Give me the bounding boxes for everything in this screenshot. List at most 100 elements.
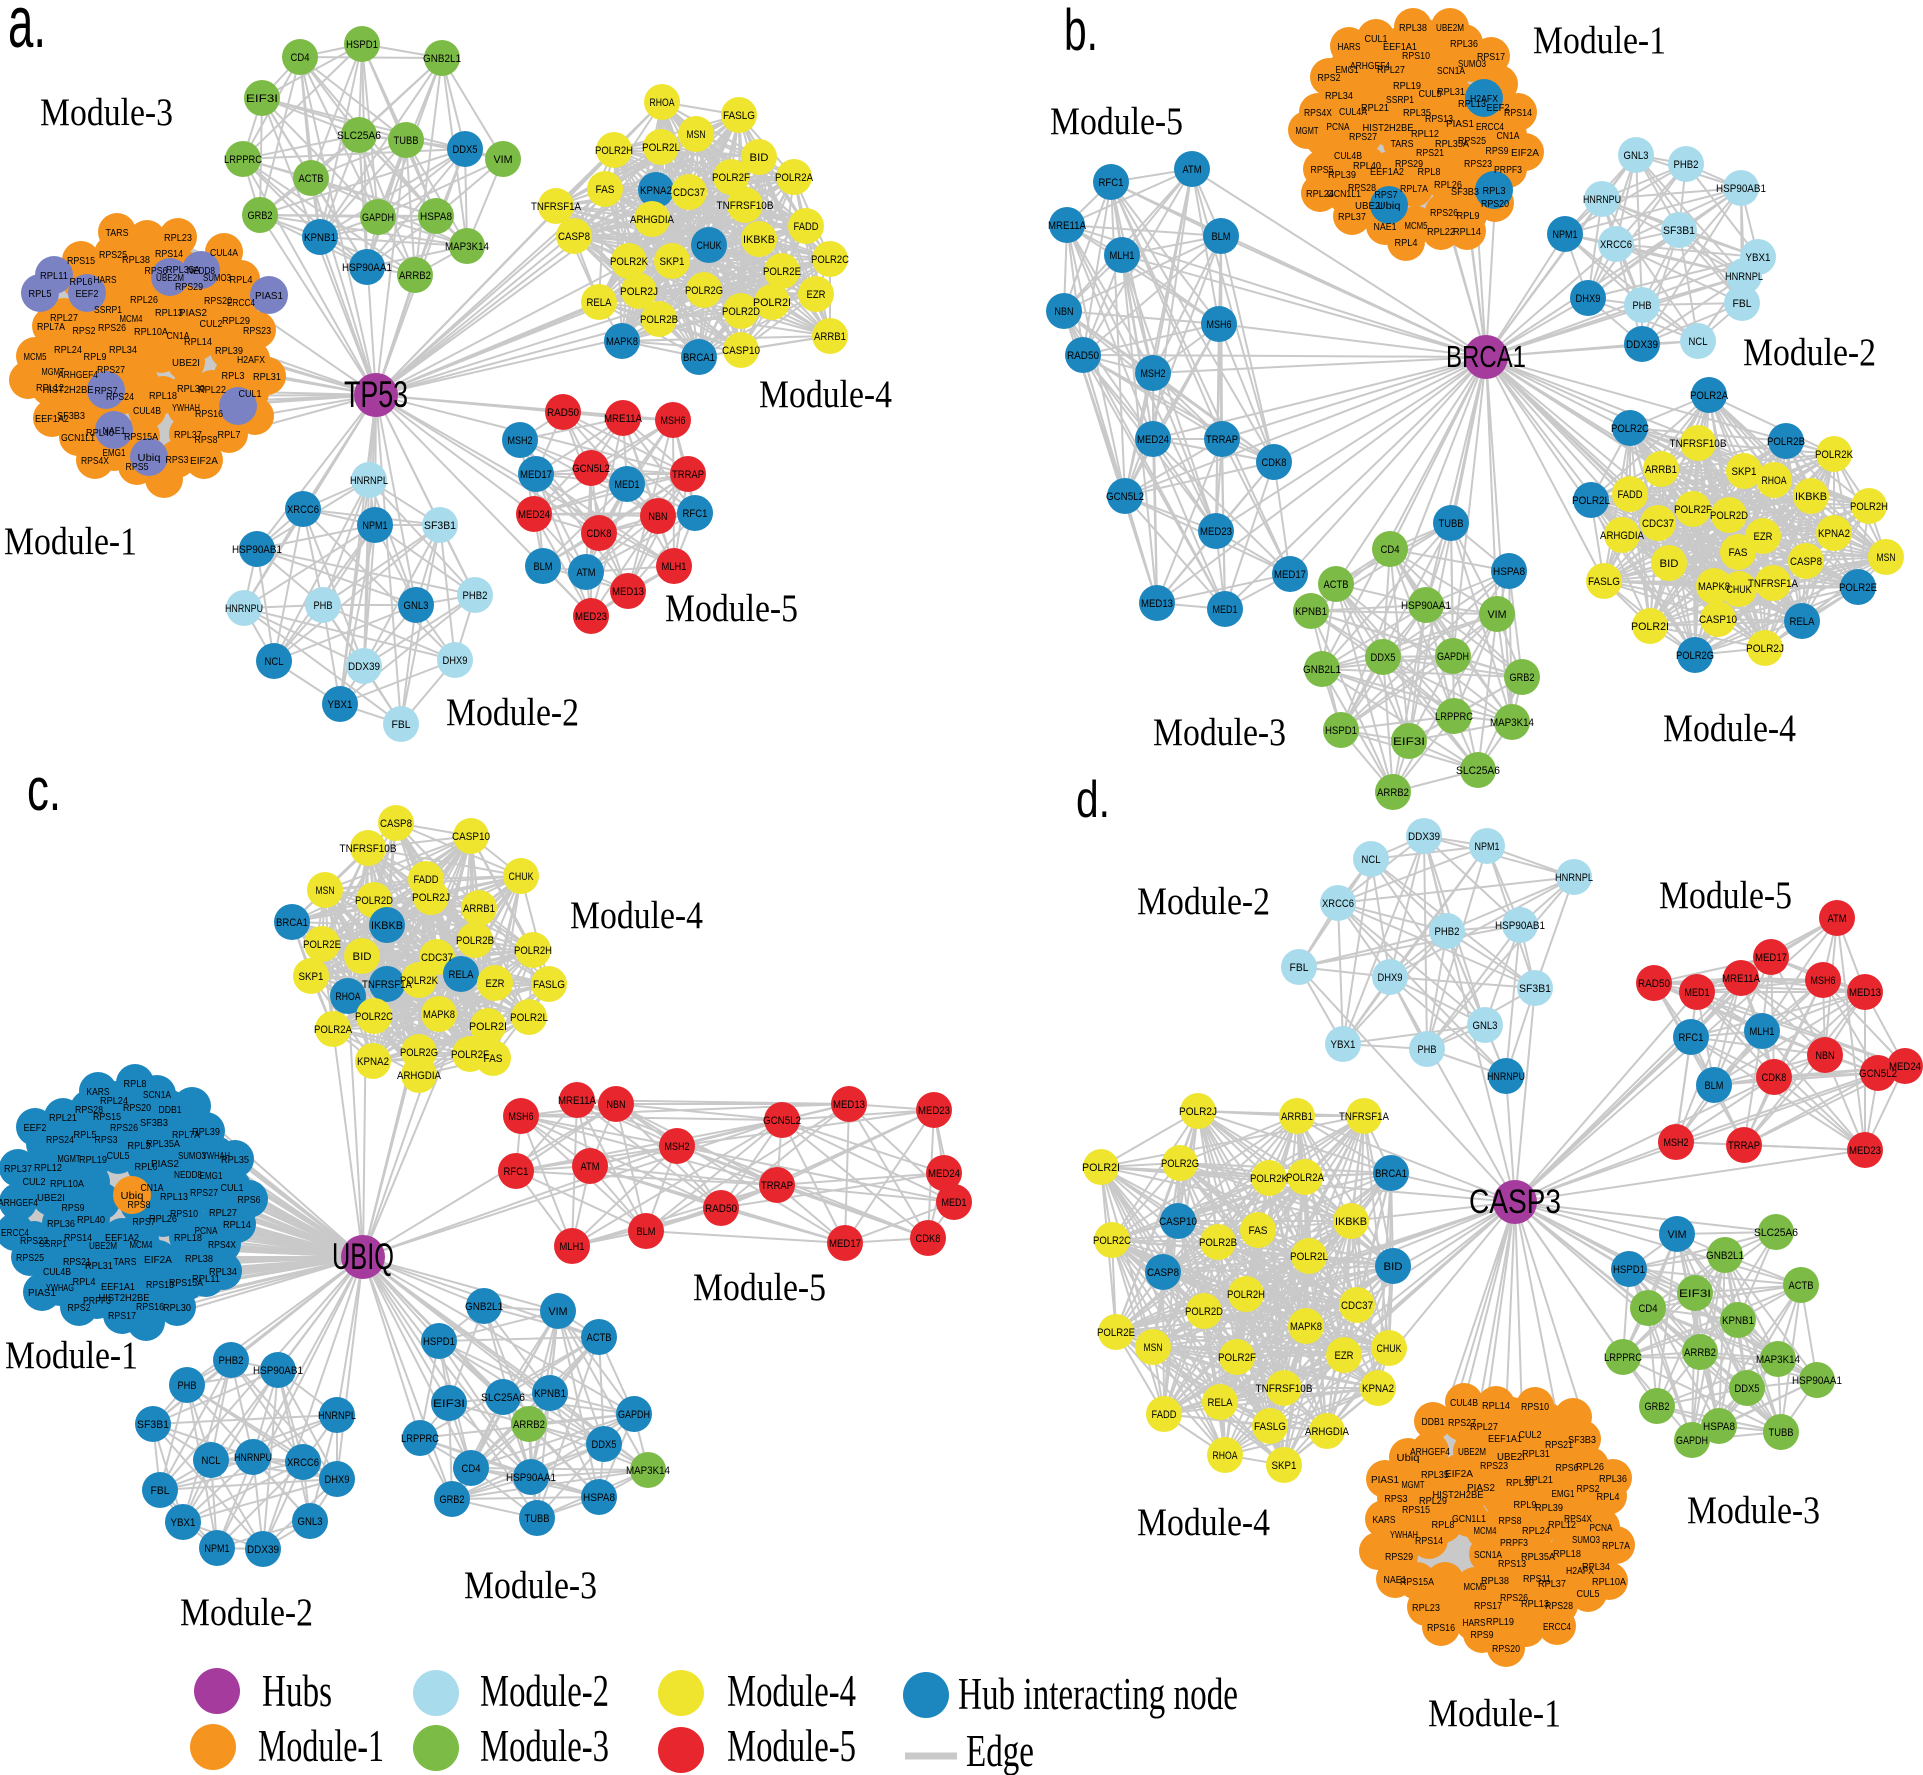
svg-text:RPL38: RPL38 <box>122 254 150 266</box>
svg-text:EZR: EZR <box>807 289 826 301</box>
svg-text:EEF2: EEF2 <box>76 288 99 300</box>
svg-text:Ubiq: Ubiq <box>121 1190 144 1202</box>
svg-text:Module-1: Module-1 <box>1533 19 1666 62</box>
svg-text:DDX5: DDX5 <box>1371 652 1396 664</box>
svg-text:RPL12: RPL12 <box>1548 1519 1576 1531</box>
svg-text:EZR: EZR <box>486 978 505 990</box>
svg-text:RPL9: RPL9 <box>1457 210 1480 222</box>
svg-text:POLR2C: POLR2C <box>355 1011 393 1023</box>
svg-text:ARHGEF4: ARHGEF4 <box>1410 1446 1450 1458</box>
svg-text:RHOA: RHOA <box>336 991 362 1003</box>
svg-text:MAP3K14: MAP3K14 <box>1756 1354 1800 1366</box>
svg-text:FBL: FBL <box>1290 962 1309 974</box>
svg-text:SUMO3: SUMO3 <box>1458 58 1486 70</box>
svg-text:GNL3: GNL3 <box>1473 1020 1498 1032</box>
svg-text:RPL24: RPL24 <box>1522 1525 1550 1537</box>
svg-text:MED24: MED24 <box>518 509 550 521</box>
svg-text:RPL3: RPL3 <box>1483 185 1506 197</box>
svg-text:Module-1: Module-1 <box>5 1334 138 1377</box>
svg-text:HNRNPL: HNRNPL <box>1555 872 1593 884</box>
svg-text:KPNA2: KPNA2 <box>640 185 672 197</box>
svg-text:CUL4B: CUL4B <box>133 405 161 417</box>
svg-text:RPL4: RPL4 <box>1395 237 1418 249</box>
svg-text:SCN1A: SCN1A <box>1474 1549 1502 1561</box>
svg-text:HNRNPU: HNRNPU <box>1583 194 1621 206</box>
svg-text:GCN5L2: GCN5L2 <box>763 1115 801 1127</box>
svg-text:RPL4: RPL4 <box>1597 1491 1620 1503</box>
svg-text:SF3B3: SF3B3 <box>1451 186 1479 198</box>
svg-text:RPS17: RPS17 <box>108 1310 136 1322</box>
svg-text:Module-3: Module-3 <box>464 1564 597 1607</box>
svg-text:PRPF3: PRPF3 <box>1494 164 1522 176</box>
svg-text:VIM: VIM <box>1668 1229 1687 1241</box>
svg-text:MED23: MED23 <box>918 1105 950 1117</box>
svg-text:MCM5: MCM5 <box>1405 220 1428 232</box>
svg-text:EIF3I: EIF3I <box>246 93 278 105</box>
svg-text:GRB2: GRB2 <box>248 210 273 222</box>
svg-text:RPL7A: RPL7A <box>37 321 65 333</box>
svg-text:SUMO3: SUMO3 <box>203 272 231 284</box>
svg-text:MED23: MED23 <box>1849 1145 1881 1157</box>
svg-text:IKBKB: IKBKB <box>1335 1216 1367 1228</box>
svg-text:SF3B1: SF3B1 <box>1663 225 1695 237</box>
svg-text:MCM5: MCM5 <box>24 351 47 363</box>
svg-text:FAS: FAS <box>1729 547 1748 559</box>
svg-text:RPL27: RPL27 <box>1377 64 1405 76</box>
svg-text:RAD50: RAD50 <box>1067 350 1099 362</box>
svg-text:TP53: TP53 <box>344 374 408 415</box>
svg-text:PHB2: PHB2 <box>219 1355 244 1367</box>
svg-text:ERCC4: ERCC4 <box>227 297 255 309</box>
svg-text:YWHAG: YWHAG <box>46 1282 74 1294</box>
svg-text:HNRNPU: HNRNPU <box>225 603 263 615</box>
svg-text:PIAS2: PIAS2 <box>1467 1482 1495 1494</box>
svg-text:POLR2I: POLR2I <box>1631 621 1669 633</box>
svg-text:NCL: NCL <box>1689 336 1708 348</box>
svg-text:RPL35A: RPL35A <box>1521 1551 1555 1563</box>
svg-text:RPL35A: RPL35A <box>1435 138 1469 150</box>
svg-text:ACTB: ACTB <box>1789 1280 1814 1292</box>
svg-text:CUL5: CUL5 <box>107 1150 130 1162</box>
svg-text:CHUK: CHUK <box>1377 1343 1403 1355</box>
svg-text:POLR2L: POLR2L <box>1572 495 1610 507</box>
svg-text:UBE2M: UBE2M <box>1458 1446 1486 1458</box>
svg-text:TNFRSF10B: TNFRSF10B <box>717 200 774 212</box>
svg-text:RHOA: RHOA <box>650 97 676 109</box>
svg-text:RPL14: RPL14 <box>184 336 212 348</box>
svg-text:RPS28: RPS28 <box>75 1104 103 1116</box>
svg-text:KPNA2: KPNA2 <box>1362 1383 1394 1395</box>
svg-text:POLR2L: POLR2L <box>642 142 680 154</box>
svg-text:Module-2: Module-2 <box>180 1591 313 1634</box>
svg-text:UBE2M: UBE2M <box>89 1240 117 1252</box>
svg-text:DDX39: DDX39 <box>247 1544 279 1556</box>
svg-text:CHUK: CHUK <box>509 871 535 883</box>
svg-text:RPS2: RPS2 <box>68 1302 91 1314</box>
svg-text:RPL30: RPL30 <box>1506 1477 1534 1489</box>
svg-text:CN1A: CN1A <box>167 330 190 342</box>
svg-text:GRB2: GRB2 <box>1645 1401 1670 1413</box>
svg-text:RPL7A: RPL7A <box>172 1129 200 1141</box>
svg-text:Module-3: Module-3 <box>480 1721 609 1771</box>
svg-text:KPNB1: KPNB1 <box>534 1388 566 1400</box>
svg-text:EMG1: EMG1 <box>200 1170 223 1182</box>
svg-text:RPS16: RPS16 <box>195 408 223 420</box>
svg-text:RPL5: RPL5 <box>74 1129 97 1141</box>
svg-text:H2AFX: H2AFX <box>237 354 265 366</box>
svg-text:RPS26: RPS26 <box>1430 207 1458 219</box>
svg-text:POLR2H: POLR2H <box>595 145 633 157</box>
svg-text:NEDD8: NEDD8 <box>174 1169 202 1181</box>
svg-text:RPL10A: RPL10A <box>1592 1576 1626 1588</box>
svg-text:RPL30: RPL30 <box>163 1302 191 1314</box>
svg-text:POLR2D: POLR2D <box>1185 1306 1223 1318</box>
svg-text:RPS13: RPS13 <box>1425 113 1453 125</box>
svg-text:POLR2C: POLR2C <box>811 254 849 266</box>
svg-text:SF3B1: SF3B1 <box>1519 983 1551 995</box>
svg-text:MED13: MED13 <box>1141 598 1173 610</box>
svg-text:GAPDH: GAPDH <box>362 212 394 224</box>
svg-text:SLC25A6: SLC25A6 <box>1456 765 1500 777</box>
svg-text:EIF3I: EIF3I <box>1679 1288 1711 1300</box>
svg-text:POLR2D: POLR2D <box>722 306 760 318</box>
svg-text:FADD: FADD <box>1618 489 1643 501</box>
svg-text:b.: b. <box>1064 0 1098 63</box>
svg-text:RPS3: RPS3 <box>166 454 189 466</box>
svg-text:MED24: MED24 <box>928 1168 960 1180</box>
